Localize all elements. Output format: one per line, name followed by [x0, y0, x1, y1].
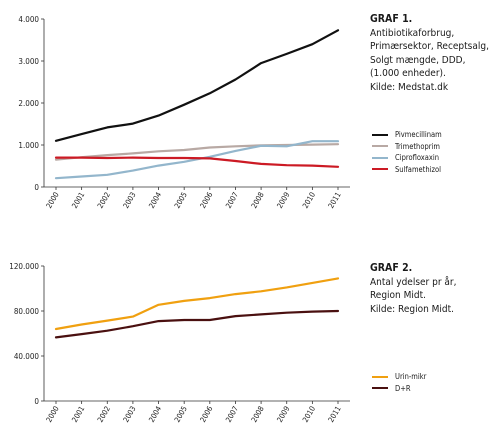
- x-tick-label: 2001: [70, 191, 86, 210]
- chart-1-title: GRAF 1.: [370, 13, 413, 25]
- x-tick-label: 2005: [173, 405, 189, 424]
- x-tick-label: 2008: [249, 191, 265, 210]
- legend-item: Sulfamethizol: [372, 164, 442, 176]
- y-tick-label: 80.000: [14, 307, 40, 316]
- x-tick-label: 2003: [121, 405, 137, 424]
- y-tick-label: 0: [34, 183, 39, 192]
- x-tick-label: 2010: [301, 405, 317, 424]
- legend-swatch: [372, 168, 388, 171]
- x-tick-label: 2009: [275, 191, 291, 210]
- x-tick-label: 2010: [301, 191, 317, 210]
- legend-swatch: [372, 145, 388, 148]
- series-line: [54, 277, 340, 331]
- legend-label: Ciprofloxaxin: [395, 153, 440, 163]
- x-tick-label: 2004: [147, 191, 163, 210]
- x-tick-label: 2009: [275, 405, 291, 424]
- x-tick-label: 2006: [198, 405, 214, 424]
- chart-1-caption-line: Antibiotikaforbrug,: [370, 27, 455, 39]
- chart-1-caption-line: Solgt mængde, DDD,: [370, 54, 466, 66]
- y-tick-label: 40.000: [14, 352, 40, 361]
- series-line: [54, 29, 340, 142]
- x-tick-label: 2011: [326, 405, 342, 424]
- y-tick-label: 0: [34, 397, 39, 406]
- chart-2-legend: Urin-mikr D+R: [372, 371, 426, 394]
- chart-2-caption-line: Kilde: Region Midt.: [370, 303, 455, 315]
- legend-label: D+R: [395, 383, 411, 393]
- x-tick-label: 2007: [224, 191, 240, 210]
- legend-item: Trimethoprim: [372, 141, 442, 153]
- y-tick-label: 3.000: [18, 57, 39, 66]
- x-tick-label: 2011: [326, 191, 342, 210]
- legend-item: D+R: [372, 383, 426, 395]
- x-tick-label: 2001: [70, 405, 86, 424]
- chart-1-caption-line: (1.000 enheder).: [370, 68, 446, 79]
- legend-swatch: [372, 375, 388, 378]
- legend-item: Pivmecillinam: [372, 129, 442, 141]
- chart-2-caption-line: Region Midt.: [370, 290, 426, 301]
- x-tick-label: 2007: [224, 405, 240, 424]
- chart-2-title: GRAF 2.: [370, 262, 413, 274]
- legend-label: Trimethoprim: [395, 141, 440, 151]
- legend-label: Pivmecillinam: [395, 130, 442, 140]
- chart-1-caption-line: Kilde: Medstat.dk: [370, 81, 449, 93]
- y-tick-label: 1.000: [18, 141, 39, 150]
- legend-swatch: [372, 387, 388, 390]
- series-line: [54, 309, 340, 339]
- x-tick-label: 2002: [96, 405, 112, 424]
- series-line: [54, 156, 340, 168]
- x-tick-label: 2000: [44, 405, 60, 424]
- x-tick-label: 2006: [198, 191, 214, 210]
- legend-swatch: [372, 133, 388, 136]
- chart-2-caption: GRAF 2. Antal ydelser pr år, Region Midt…: [370, 262, 456, 316]
- legend-label: Urin-mikr: [395, 372, 427, 382]
- x-tick-label: 2005: [173, 191, 189, 210]
- series-line: [54, 140, 340, 180]
- y-tick-label: 2.000: [18, 99, 39, 108]
- chart-2: 0 40.000 80.000 120.000 2000 2001 2002 2003 2004…: [9, 262, 350, 424]
- chart-2-caption-line: Antal ydelser pr år,: [370, 276, 457, 288]
- x-tick-label: 2000: [44, 191, 60, 210]
- x-tick-label: 2008: [249, 405, 265, 424]
- legend-swatch: [372, 156, 388, 159]
- chart-1-caption-line: Primærsektor, Receptsalg,: [370, 41, 489, 52]
- x-tick-label: 2004: [147, 405, 163, 424]
- y-tick-label: 4.000: [18, 15, 39, 24]
- chart-1-legend: Pivmecillinam Trimethoprim Ciprofloxaxin…: [372, 129, 442, 175]
- legend-item: Ciprofloxaxin: [372, 152, 442, 164]
- chart-1-caption: GRAF 1. Antibiotikaforbrug, Primærsektor…: [370, 13, 489, 94]
- chart-1: 0 1.000 2.000 3.000 4.000 2000 2001 2002 2003 200…: [18, 15, 350, 210]
- x-tick-label: 2002: [96, 191, 112, 210]
- y-tick-label: 120.000: [9, 262, 39, 271]
- legend-label: Sulfamethizol: [395, 164, 442, 174]
- x-tick-label: 2003: [121, 191, 137, 210]
- legend-item: Urin-mikr: [372, 371, 426, 383]
